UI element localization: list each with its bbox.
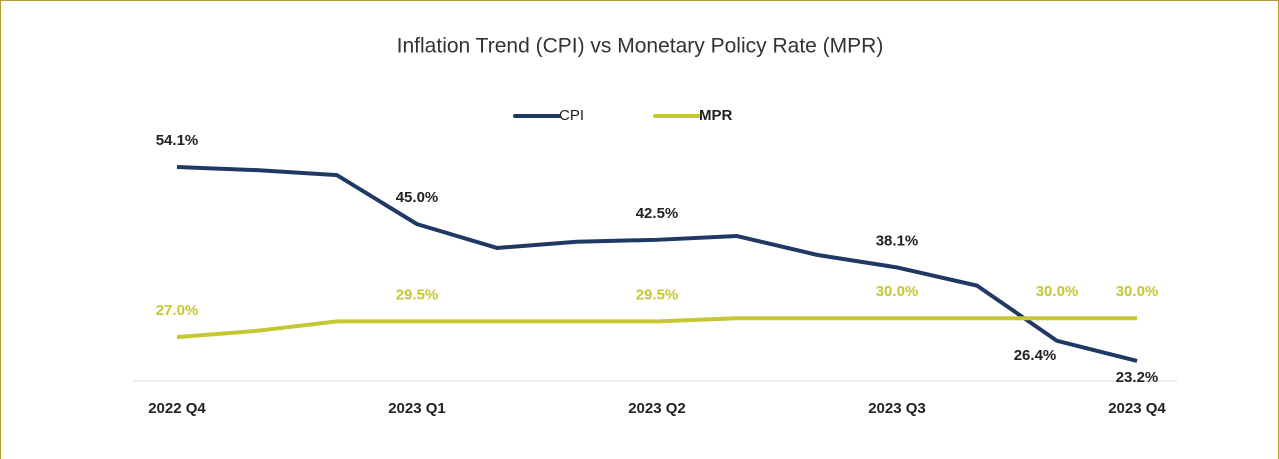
data-label: 38.1%: [876, 232, 919, 249]
x-tick-label: 2023 Q1: [388, 400, 446, 417]
data-label: 42.5%: [636, 205, 679, 222]
data-label: 23.2%: [1116, 369, 1159, 386]
data-label: 30.0%: [1036, 283, 1079, 300]
x-tick-label: 2023 Q2: [628, 400, 686, 417]
data-label: 45.0%: [396, 189, 439, 206]
legend-label: MPR: [699, 107, 733, 124]
data-label: 30.0%: [1116, 283, 1159, 300]
x-tick-label: 2023 Q3: [868, 400, 926, 417]
chart-title: Inflation Trend (CPI) vs Monetary Policy…: [397, 35, 884, 58]
series-line: [176, 165, 1138, 363]
series-line: [176, 316, 1137, 340]
data-label: 29.5%: [636, 286, 679, 303]
legend-label: CPI: [559, 107, 584, 124]
data-label: 27.0%: [156, 302, 199, 319]
data-label: 29.5%: [396, 286, 439, 303]
data-label: 30.0%: [876, 283, 919, 300]
x-tick-label: 2023 Q4: [1108, 400, 1166, 417]
x-tick-label: 2022 Q4: [148, 400, 206, 417]
data-label: 54.1%: [156, 132, 199, 149]
data-label: 26.4%: [1014, 347, 1057, 364]
